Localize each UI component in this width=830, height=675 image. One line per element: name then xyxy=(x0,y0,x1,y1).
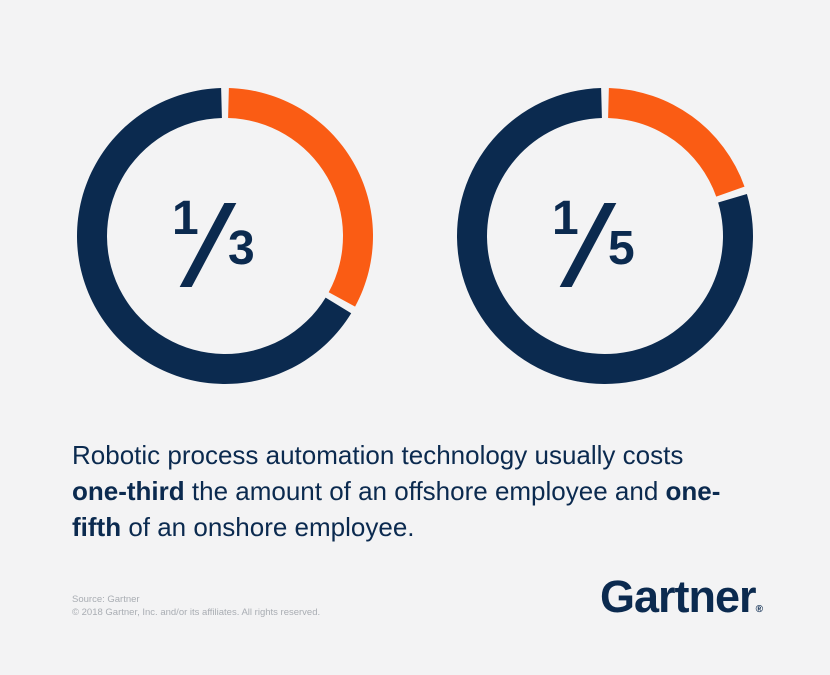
caption-middle: the amount of an offshore employee and xyxy=(184,476,666,506)
donut-chart-one-third xyxy=(76,88,374,384)
caption-tail: of an onshore employee. xyxy=(121,512,415,542)
fraction-numerator: 1 xyxy=(552,192,579,245)
donut-slice-one-third xyxy=(228,88,374,307)
donut-charts xyxy=(76,88,753,384)
fraction-label-one-fifth: 1 5 xyxy=(530,195,690,295)
fraction-label-one-third: 1 3 xyxy=(150,195,310,295)
copyright-line: © 2018 Gartner, Inc. and/or its affiliat… xyxy=(72,607,321,618)
gartner-logo: Gartner® xyxy=(600,574,763,619)
caption-bold-one-a: one- xyxy=(665,476,721,506)
caption-text: Robotic process automation technology us… xyxy=(72,437,772,545)
registered-mark: ® xyxy=(755,604,763,615)
fraction-denominator: 3 xyxy=(228,222,255,275)
donut-chart-one-fifth xyxy=(456,88,753,384)
fraction-numerator: 1 xyxy=(172,192,199,245)
donut-slice-one-fifth xyxy=(608,88,745,197)
caption-line-1: Robotic process automation technology us… xyxy=(72,440,684,470)
source-note: Source: Gartner © 2018 Gartner, Inc. and… xyxy=(72,593,320,619)
caption-bold-one-third: one-third xyxy=(72,476,185,506)
fraction-denominator: 5 xyxy=(608,222,635,275)
source-line: Source: Gartner xyxy=(72,594,140,605)
logo-text: Gartner xyxy=(600,571,757,622)
caption-bold-fifth: fifth xyxy=(72,512,122,542)
